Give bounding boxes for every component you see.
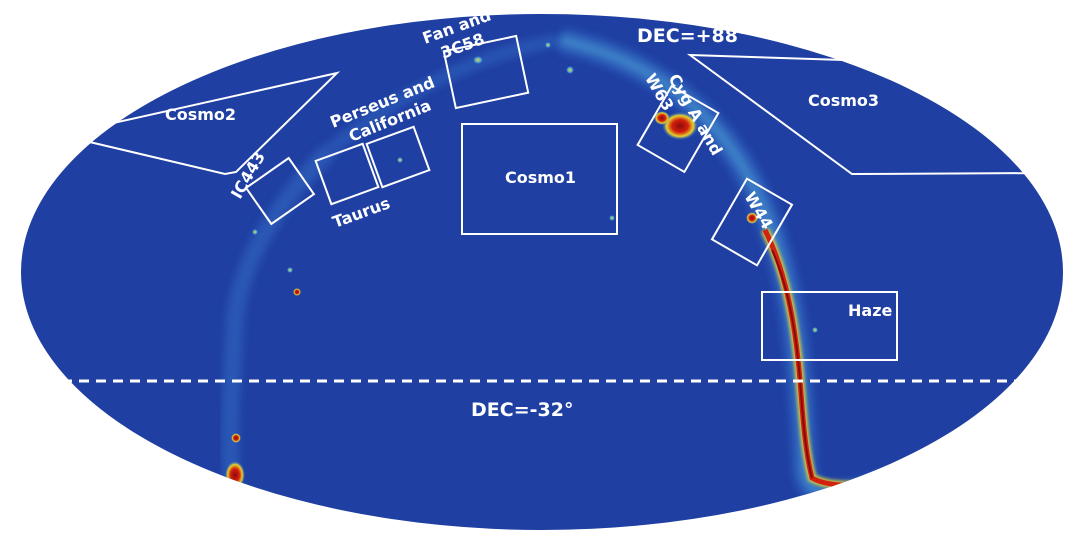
- cosmo1-region: [461, 123, 618, 235]
- w44-region: [710, 177, 794, 267]
- cosmo1-label: Cosmo1: [505, 168, 576, 187]
- fan-3c58-region: [442, 34, 530, 110]
- cosmo3-region: [686, 53, 1058, 176]
- dec-north-label: DEC=+88°: [637, 25, 747, 47]
- taurus-region: [314, 142, 380, 206]
- cosmo3-label: Cosmo3: [808, 91, 879, 110]
- perseus-california-region: [365, 125, 431, 189]
- cosmo2-label: Cosmo2: [165, 105, 236, 124]
- haze-label: Haze: [848, 301, 893, 320]
- haze-region: [761, 291, 898, 361]
- ic443-region: [244, 156, 316, 226]
- dec-south-label: DEC=-32°: [471, 399, 573, 421]
- cosmo2-region: [59, 71, 341, 176]
- sky-ellipse: [21, 14, 1063, 530]
- cyg-a-w63-region: [636, 84, 720, 174]
